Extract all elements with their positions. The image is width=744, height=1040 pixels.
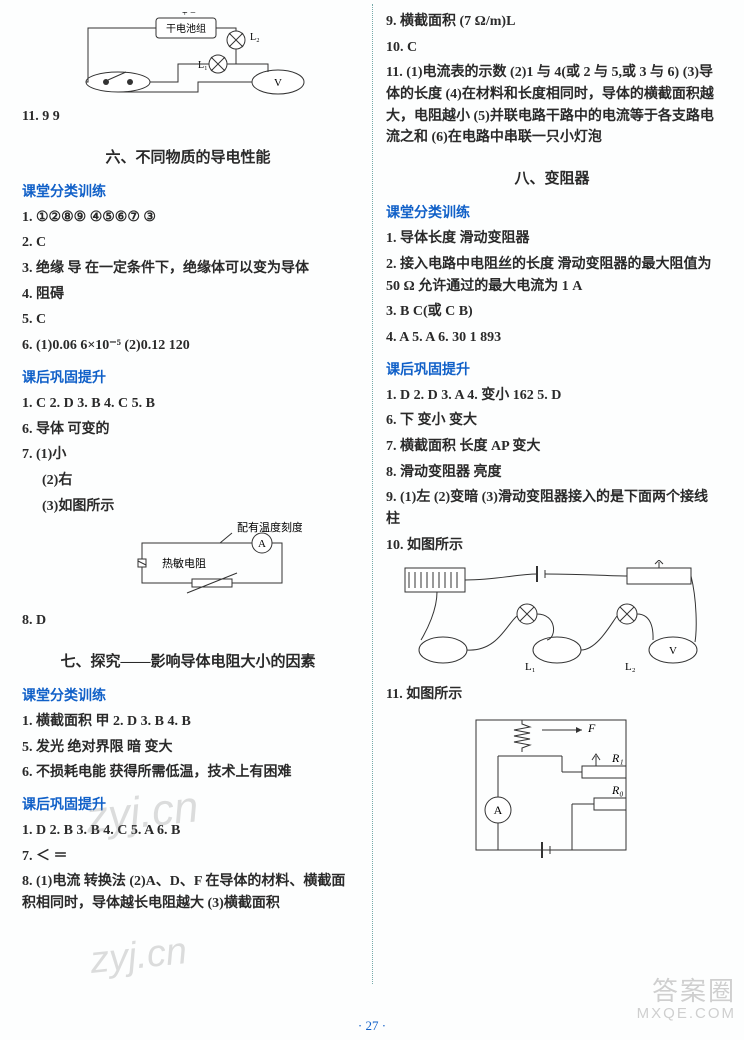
s6-a3: 7. (1)小 [22,444,354,466]
s8-a3: 7. 横截面积 长度 AP 变大 [386,436,718,458]
circuit-diagram-11: F R₁ R₀ A [462,710,642,860]
brand-1: 答案圈 [637,977,736,1006]
class-training-heading: 课堂分类训练 [22,181,354,201]
s6-c1: 1. ①②⑧⑨ ④⑤⑥⑦ ③ [22,207,354,229]
s6-a3b: (2)右 [22,470,354,492]
s8-a2: 6. 下 变小 变大 [386,410,718,432]
d11-r0: R₀ [611,783,624,797]
thermistor-diagram: 配有温度刻度 A 热敏电阻 [132,521,302,606]
r-10: 10. C [386,37,718,59]
column-divider [372,4,373,984]
svg-text:+ −: + − [182,12,196,19]
r-9: 9. 横截面积 (7 Ω/m)L [386,11,718,33]
s6-a8: 8. D [22,610,354,632]
battery-label: 干电池组 [166,22,206,35]
page-root: 干电池组 + − L₂ L₁ V 11. 9 9 六、不同物质的导电性能 课堂分… [0,0,744,1040]
q11: 11. 9 9 [22,106,354,128]
s8-a1: 1. D 2. D 3. A 4. 变小 162 5. D [386,385,718,407]
d11-r1: R₁ [611,751,624,765]
left-column: 干电池组 + − L₂ L₁ V 11. 9 9 六、不同物质的导电性能 课堂分… [0,0,372,1040]
d10-l1: L₁ [525,661,536,673]
class-training-heading-8: 课堂分类训练 [386,202,718,222]
s8-a4: 8. 滑动变阻器 亮度 [386,462,718,484]
d10-vmeter: V [669,645,677,657]
s8-c1: 1. 导体长度 滑动变阻器 [386,228,718,250]
section-6-title: 六、不同物质的导电性能 [22,146,354,167]
d10-l2: L₂ [625,661,636,673]
d11-force: F [587,721,596,735]
section-8-title: 八、变阻器 [386,167,718,188]
s8-a6: 10. 如图所示 [386,535,718,557]
brand-watermark: 答案圈 MXQE.COM [637,977,736,1022]
after-class-heading-7: 课后巩固提升 [22,794,354,814]
s6-c2: 2. C [22,232,354,254]
therm-label2: 热敏电阻 [162,556,206,570]
s7-c3: 6. 不损耗电能 获得所需低温，技术上有困难 [22,762,354,784]
section-7-title: 七、探究——影响导体电阻大小的因素 [22,650,354,671]
s6-c6: 6. (1)0.06 6×10⁻⁵ (2)0.12 120 [22,335,354,357]
bulb-l2-label: L₂ [250,32,260,43]
s7-a2: 7. ＜ ＝ [22,846,354,868]
s6-c4: 4. 阻碍 [22,284,354,306]
s7-a3: 8. (1)电流 转换法 (2)A、D、F 在导体的材料、横截面积相同时，导体越… [22,871,354,914]
bulb-l1-label: L₁ [198,60,208,71]
circuit-diagram-10: V L₁ L₂ [397,560,707,680]
therm-label1: 配有温度刻度 [237,521,302,534]
s6-c3: 3. 绝缘 导 在一定条件下，绝缘体可以变为导体 [22,258,354,280]
s7-a1: 1. D 2. B 3. B 4. C 5. A 6. B [22,820,354,842]
s8-c3: 3. B C(或 C B) [386,301,718,323]
r-11: 11. (1)电流表的示数 (2)1 与 4(或 2 与 5,或 3 与 6) … [386,62,718,149]
class-training-heading-7: 课堂分类训练 [22,685,354,705]
s8-c2: 2. 接入电路中电阻丝的长度 滑动变阻器的最大阻值为 50 Ω 允许通过的最大电… [386,254,718,297]
d11-ammeter: A [494,803,503,817]
s6-a1: 1. C 2. D 3. B 4. C 5. B [22,393,354,415]
s8-a5: 9. (1)左 (2)变暗 (3)滑动变阻器接入的是下面两个接线柱 [386,487,718,530]
right-column: 9. 横截面积 (7 Ω/m)L 10. C 11. (1)电流表的示数 (2)… [372,0,744,1040]
s7-c2: 5. 发光 绝对界限 暗 变大 [22,737,354,759]
s6-a3c: (3)如图所示 [22,496,354,518]
ammeter-label: A [258,538,266,550]
circuit-diagram-top: 干电池组 + − L₂ L₁ V [68,12,308,102]
s8-c4: 4. A 5. A 6. 30 1 893 [386,327,718,349]
after-class-heading-8: 课后巩固提升 [386,359,718,379]
s7-c1: 1. 横截面积 甲 2. D 3. B 4. B [22,711,354,733]
s6-c5: 5. C [22,309,354,331]
page-number: · 27 · [0,1018,744,1034]
brand-2: MXQE.COM [637,1006,736,1023]
s6-a2: 6. 导体 可变的 [22,419,354,441]
s8-a7: 11. 如图所示 [386,684,718,706]
voltmeter-label: V [274,77,282,89]
after-class-heading: 课后巩固提升 [22,367,354,387]
